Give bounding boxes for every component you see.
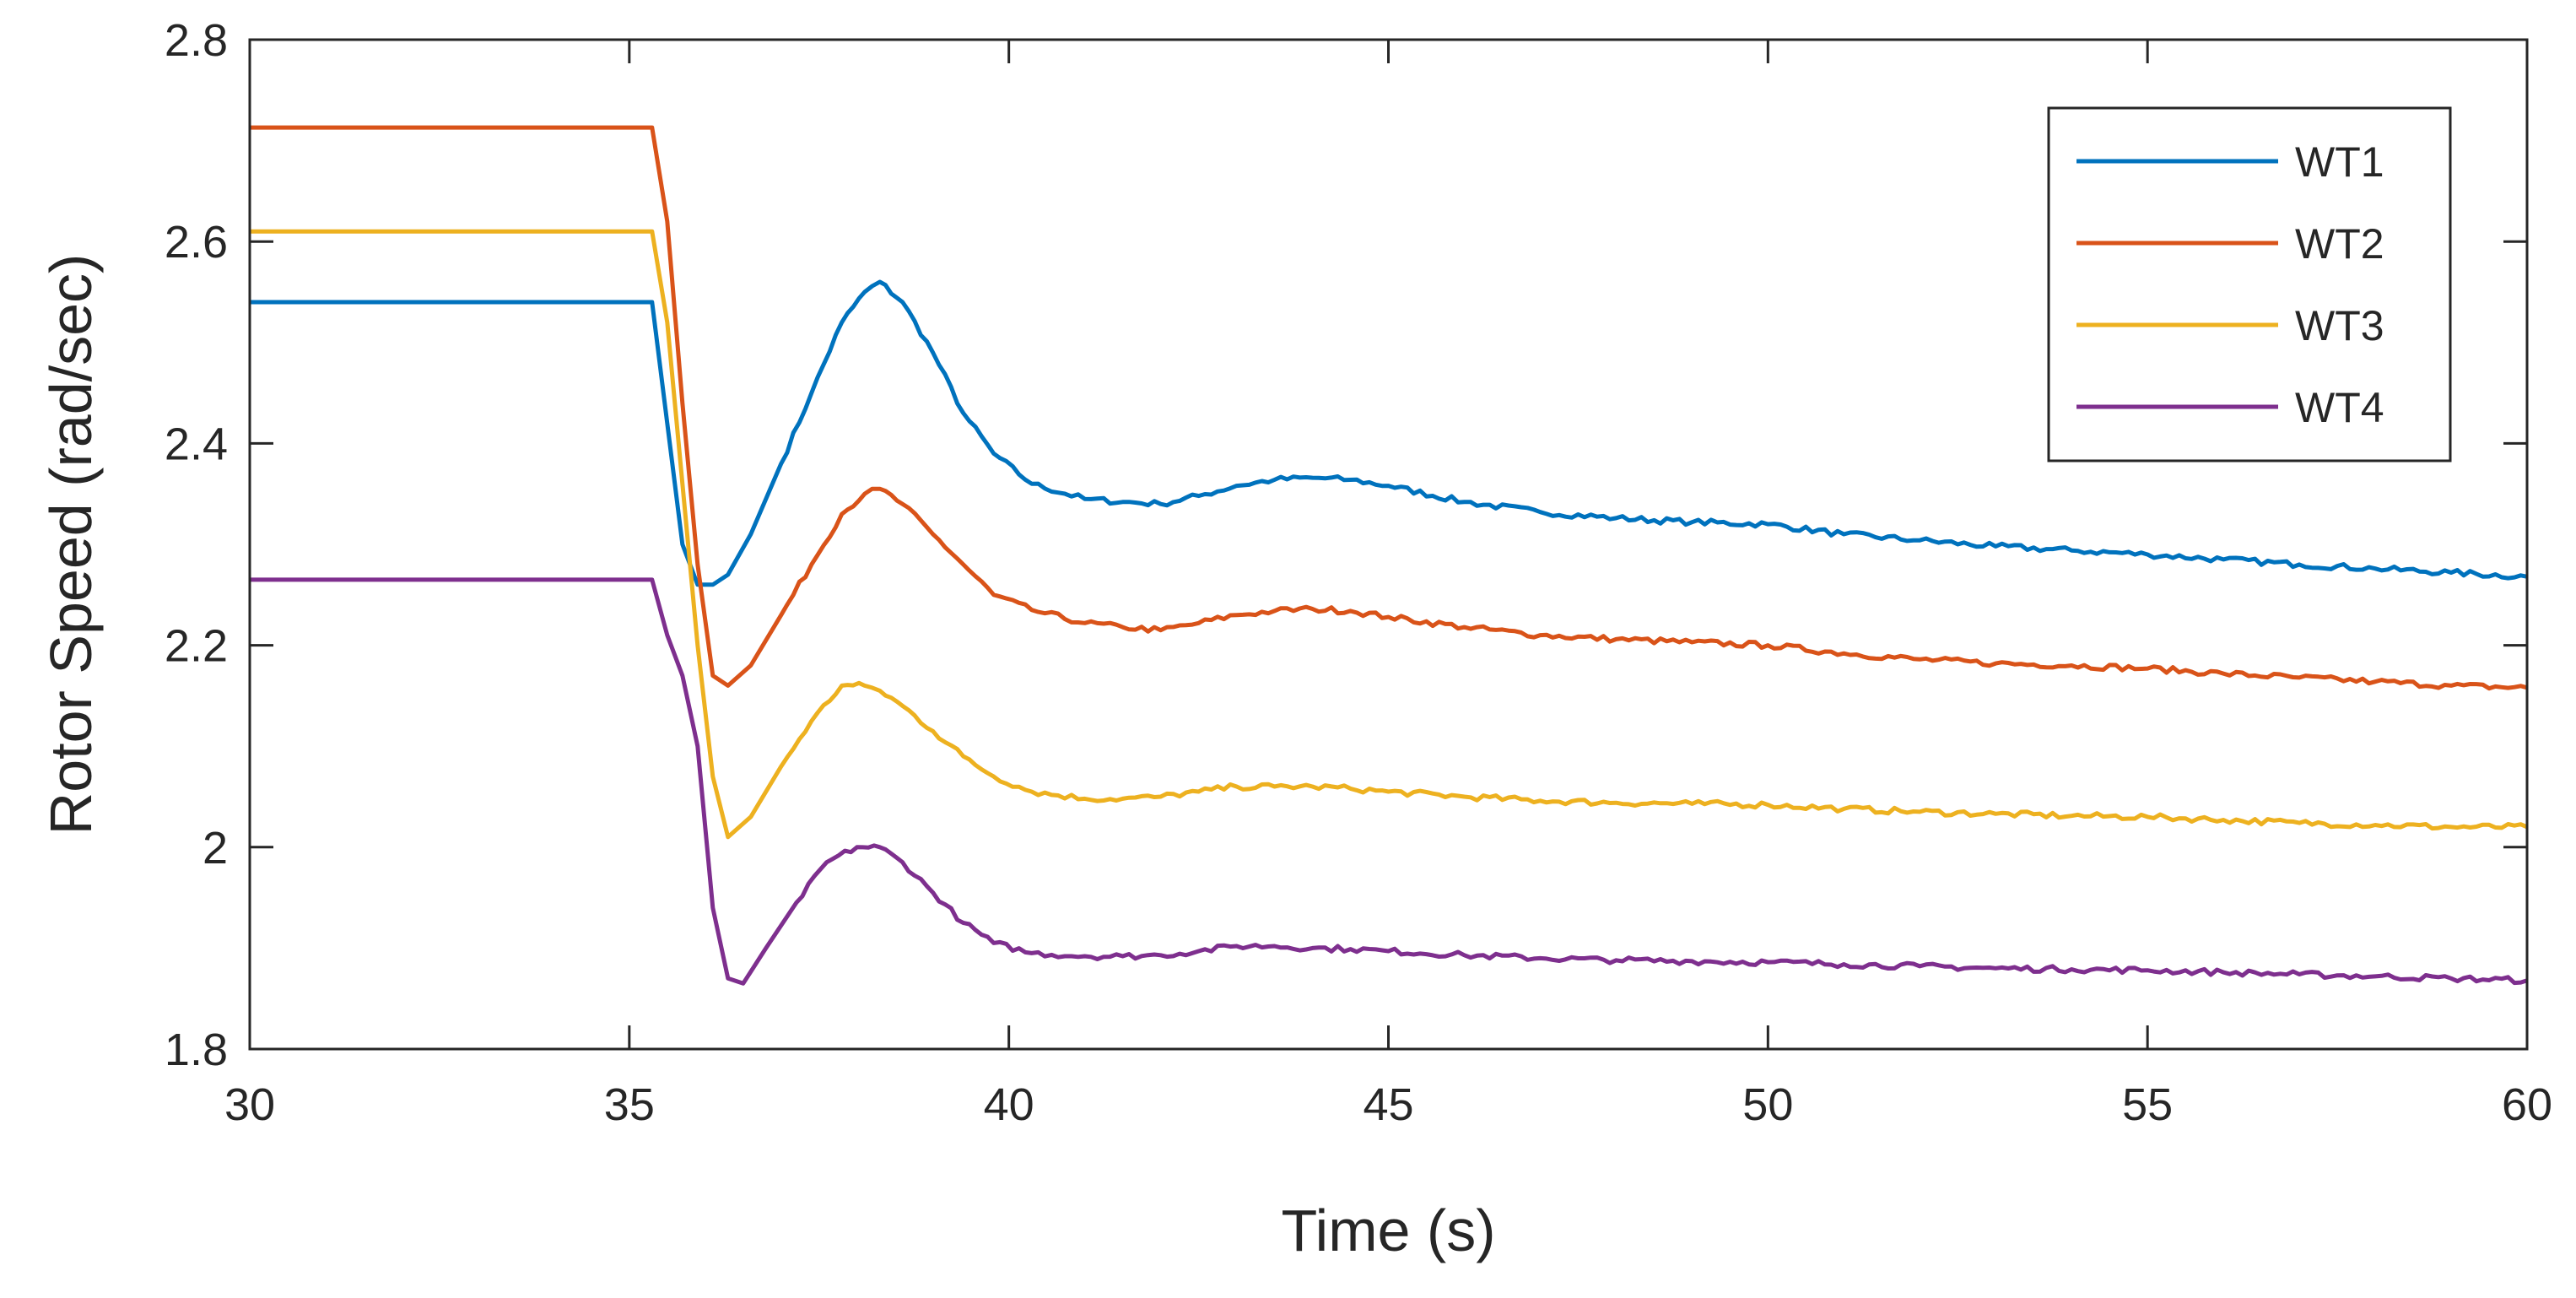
x-tick-label: 45 [1363,1079,1413,1130]
plot-area [250,125,2528,986]
x-axis-label: Time (s) [1281,1198,1495,1263]
legend-label-wt3: WT3 [2295,302,2384,349]
x-tick-label: 60 [2502,1079,2552,1130]
y-tick-label: 2.8 [165,15,228,66]
x-tick-label: 40 [984,1079,1034,1130]
series-line-wt2 [250,125,2528,691]
y-axis-label: Rotor Speed (rad/sec) [38,254,104,836]
legend-box [2047,106,2452,462]
y-tick-label: 2.2 [165,621,228,672]
legend: WT1 WT2 WT3 WT4 [2047,106,2452,462]
y-tick-label: 2.4 [165,419,228,469]
y-tick-label: 2 [203,823,228,873]
y-tick-label: 1.8 [165,1025,228,1075]
legend-label-wt2: WT2 [2295,220,2384,268]
axes: 30 35 40 45 50 55 60 1.8 2 2.2 2.4 2.6 2.8 [165,15,2552,1130]
series-line-wt3 [250,229,2528,840]
series-line-wt1 [250,279,2528,587]
series-line-wt4 [250,577,2528,986]
x-tick-label: 35 [604,1079,655,1130]
legend-label-wt1: WT1 [2295,138,2384,186]
x-tick-label: 30 [224,1079,275,1130]
x-tick-label: 55 [2122,1079,2173,1130]
legend-label-wt4: WT4 [2295,384,2384,431]
y-tick-label: 2.6 [165,217,228,268]
x-tick-label: 50 [1742,1079,1793,1130]
